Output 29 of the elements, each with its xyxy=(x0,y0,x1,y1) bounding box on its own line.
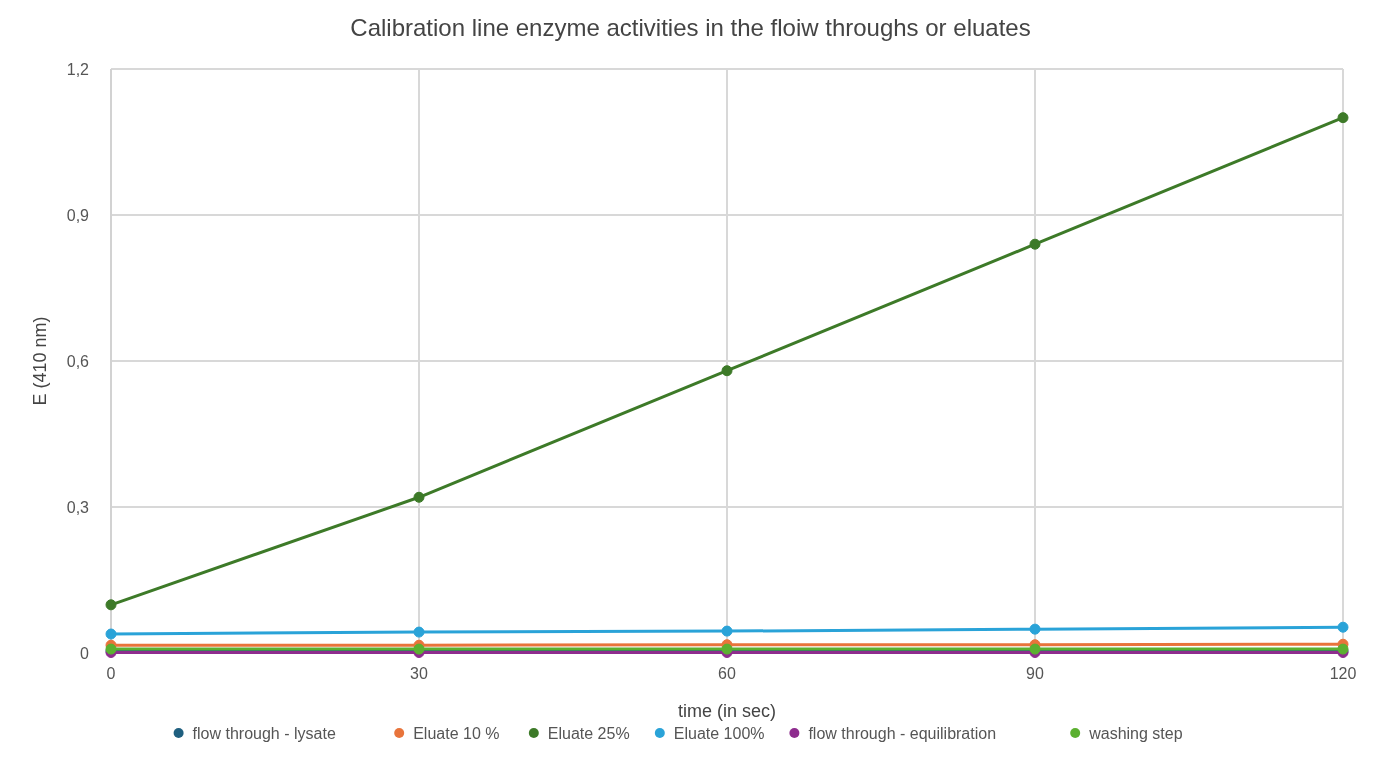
x-tick-label: 60 xyxy=(718,665,736,682)
legend-label: Eluate 10 % xyxy=(413,725,500,742)
point xyxy=(1337,112,1349,124)
point xyxy=(105,628,117,640)
x-tick-label: 30 xyxy=(410,665,428,682)
legend-label: washing step xyxy=(1088,725,1183,742)
y-tick-label: 0 xyxy=(80,645,90,662)
y-axis-title: E (410 nm) xyxy=(30,316,50,406)
legend-label: Eluate 25% xyxy=(547,725,630,742)
chart-title: Calibration line enzyme activities in the floiw throughs or eluates xyxy=(350,14,1031,41)
x-tick-label: 0 xyxy=(106,665,116,682)
point xyxy=(105,599,117,611)
x-axis-title: time (in sec) xyxy=(677,701,777,721)
point xyxy=(413,626,425,638)
x-tick-label: 120 xyxy=(1329,665,1357,682)
point xyxy=(413,491,425,503)
y-tick-label: 0,9 xyxy=(66,207,90,224)
point xyxy=(721,625,733,637)
legend-label: flow through - equilibration xyxy=(808,725,997,742)
y-tick-label: 1,2 xyxy=(66,61,90,78)
legend-label: Eluate 100% xyxy=(673,725,765,742)
legend-label: flow through - lysate xyxy=(192,725,336,742)
point xyxy=(1029,238,1041,250)
point xyxy=(1029,623,1041,635)
x-tick-label: 90 xyxy=(1026,665,1044,682)
y-tick-label: 0,3 xyxy=(66,499,90,516)
y-tick-label: 0,6 xyxy=(66,353,90,370)
point xyxy=(1337,621,1349,633)
point xyxy=(721,365,733,377)
